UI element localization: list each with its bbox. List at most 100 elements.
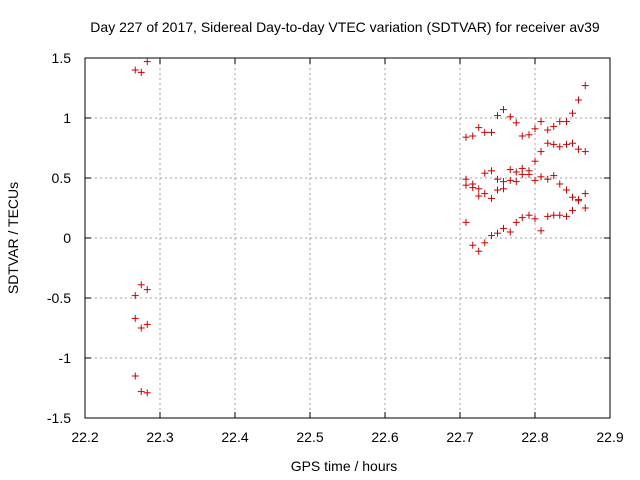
data-point: [131, 292, 139, 300]
data-point: [575, 145, 582, 153]
x-tick-label: 22.8: [521, 429, 548, 445]
data-point: [563, 118, 570, 126]
data-point: [131, 314, 139, 322]
data-point: [462, 181, 470, 189]
y-axis-label: SDTVAR / TECUs: [5, 182, 21, 294]
data-point: [512, 168, 520, 176]
data-point: [488, 167, 495, 175]
data-point: [556, 143, 564, 151]
data-point: [518, 214, 526, 222]
data-point: [494, 175, 501, 183]
data-point: [475, 247, 483, 255]
chart-title: Day 227 of 2017, Sidereal Day-to-day VTE…: [90, 19, 600, 35]
data-point: [544, 139, 552, 147]
data-point: [569, 139, 576, 147]
data-point: [500, 185, 507, 193]
data-point: [531, 176, 539, 184]
data-point: [518, 132, 526, 140]
data-point: [512, 119, 520, 127]
data-point: [569, 109, 576, 117]
data-point: [143, 320, 151, 328]
y-tick-label: -1.5: [47, 410, 71, 426]
data-point: [488, 232, 495, 240]
x-axis-label: GPS time / hours: [291, 458, 398, 474]
data-point: [143, 286, 151, 294]
data-point: [143, 58, 151, 66]
x-tick-label: 22.6: [371, 429, 398, 445]
data-point: [475, 124, 483, 132]
data-point: [537, 148, 545, 156]
data-point: [550, 122, 558, 130]
data-point: [506, 166, 514, 174]
data-point: [544, 126, 552, 134]
data-point: [494, 186, 501, 194]
x-tick-labels: 22.2 22.3 22.4 22.5 22.6 22.7 22.8 22.9: [71, 429, 623, 445]
data-point: [469, 132, 477, 140]
data-point: [563, 140, 570, 148]
x-tick-label: 22.5: [296, 429, 323, 445]
data-point: [563, 212, 570, 220]
data-point: [506, 228, 514, 236]
data-point: [531, 215, 539, 223]
x-tick-label: 22.7: [446, 429, 473, 445]
data-point: [481, 169, 489, 177]
data-point: [556, 180, 564, 188]
y-tick-label: -1: [59, 350, 72, 366]
data-point: [462, 218, 470, 226]
data-point: [518, 164, 526, 172]
data-point: [525, 211, 533, 219]
x-tick-label: 22.9: [596, 429, 623, 445]
data-point: [488, 128, 495, 136]
x-tick-label: 22.2: [71, 429, 98, 445]
y-tick-label: 0: [63, 230, 71, 246]
data-point: [475, 192, 483, 200]
data-point: [550, 211, 558, 219]
data-point: [137, 68, 145, 76]
data-point: [481, 128, 489, 136]
y-tick-label: 0.5: [52, 170, 72, 186]
data-point: [581, 204, 589, 212]
data-point: [550, 140, 558, 148]
data-point: [525, 131, 533, 139]
axis-ticks: [84, 57, 611, 419]
data-point: [512, 218, 520, 226]
data-point: [475, 185, 483, 193]
x-tick-label: 22.4: [221, 429, 248, 445]
y-tick-label: 1.5: [52, 50, 72, 66]
data-point: [500, 178, 507, 186]
data-point: [462, 133, 470, 141]
data-point: [494, 112, 501, 120]
y-tick-labels: -1.5 -1 -0.5 0 0.5 1 1.5: [47, 50, 71, 426]
data-point: [544, 175, 552, 183]
data-point: [531, 157, 539, 165]
data-point: [569, 193, 576, 201]
data-point: [537, 227, 545, 235]
data-point: [581, 190, 589, 198]
data-point: [500, 106, 507, 114]
data-point: [581, 82, 589, 90]
grid-lines: [85, 58, 610, 418]
x-tick-label: 22.3: [146, 429, 173, 445]
data-point: [481, 239, 489, 247]
data-points: [131, 58, 589, 397]
data-point: [575, 196, 582, 204]
data-point: [137, 388, 145, 396]
data-point: [488, 194, 495, 202]
data-point: [469, 184, 477, 192]
y-tick-label: 1: [63, 110, 71, 126]
data-point: [481, 190, 489, 198]
data-point: [537, 173, 545, 181]
data-point: [537, 118, 545, 126]
data-point: [518, 170, 526, 178]
data-point: [569, 206, 576, 214]
data-point: [512, 178, 520, 186]
data-point: [137, 281, 145, 289]
data-point: [506, 176, 514, 184]
data-point: [462, 175, 470, 183]
y-tick-label: -0.5: [47, 290, 71, 306]
data-point: [525, 170, 533, 178]
data-point: [131, 66, 139, 74]
data-point: [500, 224, 507, 232]
data-point: [556, 211, 564, 219]
